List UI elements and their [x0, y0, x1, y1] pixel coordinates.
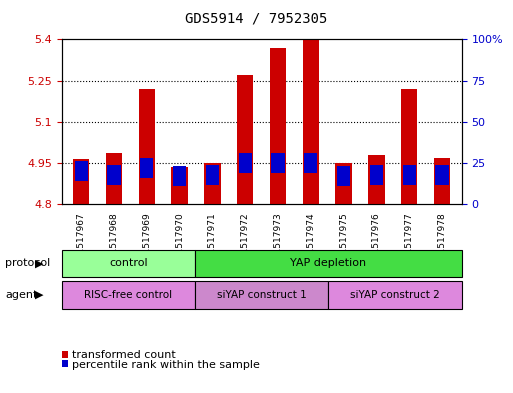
- Bar: [206, 165, 219, 185]
- Text: ▶: ▶: [35, 290, 44, 300]
- Bar: [337, 166, 350, 186]
- Bar: [75, 162, 88, 181]
- Bar: [403, 165, 416, 185]
- Bar: [303, 39, 319, 204]
- Bar: [336, 163, 352, 204]
- Bar: [204, 163, 221, 204]
- Text: siYAP construct 2: siYAP construct 2: [350, 290, 440, 300]
- Bar: [140, 158, 153, 178]
- Bar: [304, 153, 318, 173]
- Text: YAP depletion: YAP depletion: [290, 258, 366, 268]
- Text: siYAP construct 1: siYAP construct 1: [217, 290, 306, 300]
- Text: ▶: ▶: [35, 258, 44, 268]
- Bar: [239, 153, 252, 173]
- Bar: [368, 155, 385, 204]
- Bar: [237, 75, 253, 204]
- Bar: [401, 89, 418, 204]
- Bar: [434, 158, 450, 204]
- Bar: [271, 153, 285, 173]
- Text: transformed count: transformed count: [72, 350, 175, 360]
- Bar: [436, 165, 448, 185]
- Text: agent: agent: [5, 290, 37, 300]
- Bar: [270, 48, 286, 204]
- Bar: [73, 159, 89, 204]
- Bar: [106, 154, 122, 204]
- Bar: [173, 166, 186, 186]
- Text: control: control: [109, 258, 148, 268]
- Text: percentile rank within the sample: percentile rank within the sample: [72, 360, 260, 370]
- Text: RISC-free control: RISC-free control: [84, 290, 172, 300]
- Text: protocol: protocol: [5, 258, 50, 268]
- Bar: [139, 89, 155, 204]
- Text: GDS5914 / 7952305: GDS5914 / 7952305: [185, 12, 328, 26]
- Bar: [370, 165, 383, 185]
- Bar: [171, 167, 188, 204]
- Bar: [108, 165, 121, 185]
